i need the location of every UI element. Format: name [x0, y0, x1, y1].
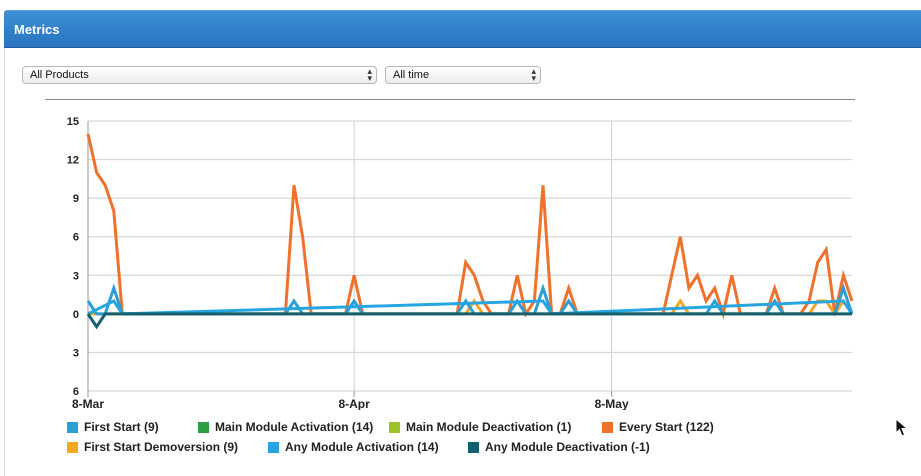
legend-swatch [468, 441, 479, 453]
legend-swatch [67, 421, 78, 433]
y-tick-label: 12 [67, 155, 79, 167]
legend-item-any-module-deactivation[interactable]: Any Module Deactivation (-1) [468, 440, 650, 454]
legend-item-any-module-activation[interactable]: Any Module Activation (14) [268, 440, 439, 454]
legend-label: Every Start (122) [619, 420, 714, 434]
y-tick-label: 3 [73, 270, 79, 282]
select-arrows-icon: ▴ ▾ [367, 66, 372, 83]
y-tick-label: 0 [73, 309, 79, 321]
y-tick-label: 9 [73, 193, 79, 205]
y-tick-label: 6 [73, 232, 79, 244]
legend-label: Any Module Activation (14) [285, 440, 439, 454]
legend-item-first-start-demoversion[interactable]: First Start Demoversion (9) [67, 440, 238, 454]
legend-swatch [268, 441, 279, 453]
legend-label: First Start (9) [84, 420, 159, 434]
y-tick-label: 6 [73, 386, 79, 398]
legend-swatch [389, 421, 400, 433]
mouse-pointer-icon [895, 418, 909, 437]
time-range-select-value: All time [393, 69, 430, 81]
x-tick-label: 8-Apr [338, 397, 370, 410]
legend-item-first-start[interactable]: First Start (9) [67, 420, 159, 434]
series-line-0 [86, 133, 854, 320]
legend-swatch [198, 421, 209, 433]
y-tick-label: 3 [73, 347, 79, 359]
panel-border [4, 48, 5, 476]
panel-title: Metrics [14, 22, 60, 37]
x-tick-label: 8-Mar [72, 397, 104, 410]
product-select[interactable]: All Products ▴ ▾ [22, 66, 377, 84]
legend-swatch [67, 441, 78, 453]
chart-top-rule [45, 99, 855, 100]
legend-label: Main Module Activation (14) [215, 420, 374, 434]
x-tick-label: 8-May [595, 397, 629, 410]
time-range-select[interactable]: All time ▴ ▾ [385, 66, 541, 84]
series-line-6 [86, 312, 852, 330]
legend-label: Main Module Deactivation (1) [406, 420, 572, 434]
legend-item-main-module-activation[interactable]: Main Module Activation (14) [198, 420, 373, 434]
product-select-value: All Products [30, 69, 89, 81]
legend-item-main-module-deactivation[interactable]: Main Module Deactivation (1) [389, 420, 571, 434]
panel-header: Metrics [4, 10, 921, 48]
legend-item-every-start[interactable]: Every Start (122) [602, 420, 714, 434]
y-tick-label: 15 [67, 116, 79, 128]
series-line-5 [87, 299, 854, 316]
legend-swatch [602, 421, 613, 433]
legend-label: First Start Demoversion (9) [84, 440, 239, 454]
legend-label: Any Module Deactivation (-1) [485, 440, 650, 454]
select-arrows-icon: ▴ ▾ [531, 66, 536, 83]
